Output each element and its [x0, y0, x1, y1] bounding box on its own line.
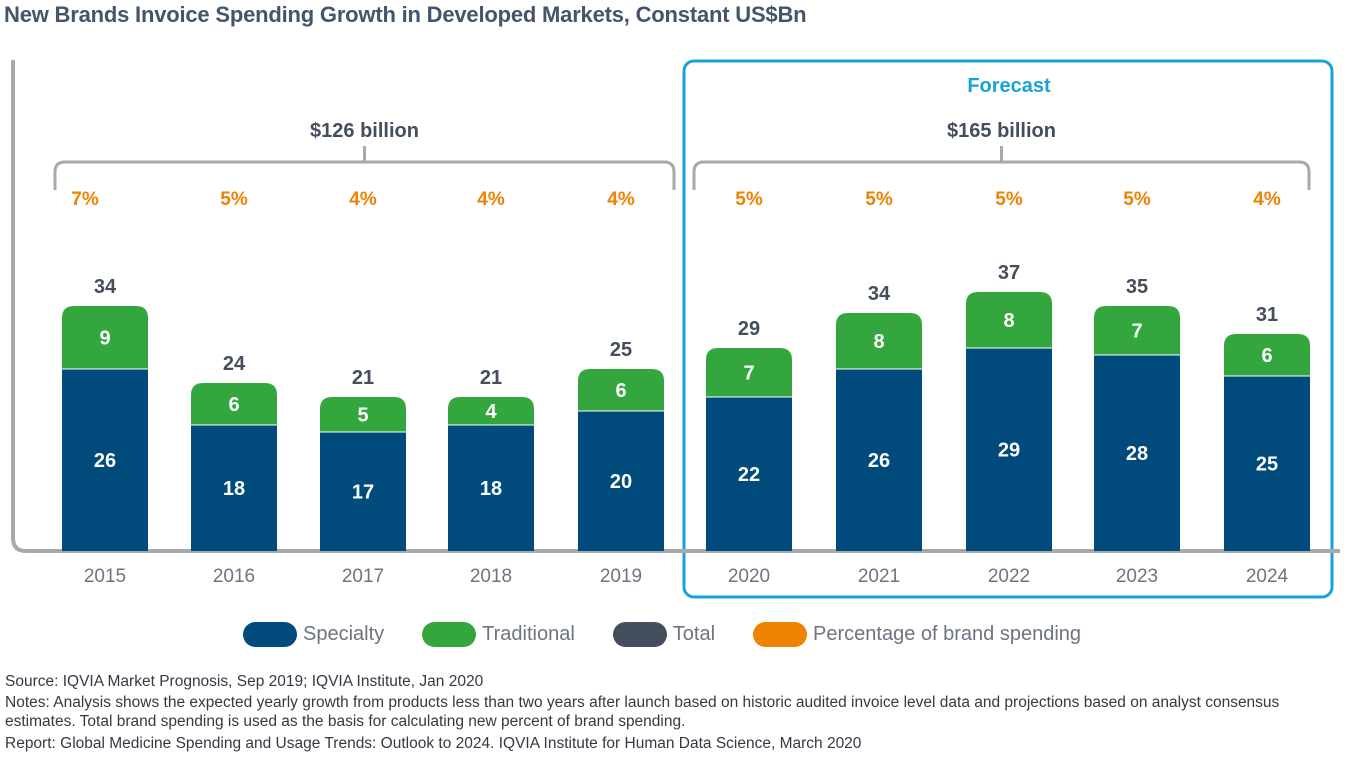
x-tick-2021: 2021 — [858, 566, 900, 587]
label-specialty-2024: 25 — [1256, 454, 1278, 476]
bracket-1 — [692, 146, 1311, 190]
bar-traditional-2018 — [448, 397, 534, 425]
bar-traditional-2021 — [836, 313, 922, 369]
label-growth-2017: 4% — [349, 189, 377, 210]
label-specialty-2015: 26 — [94, 450, 116, 472]
bar-traditional-2019 — [578, 369, 664, 411]
legend-label-traditional: Traditional — [482, 622, 575, 645]
x-tick-2023: 2023 — [1116, 566, 1158, 587]
label-specialty-2018: 18 — [480, 478, 502, 500]
x-tick-2017: 2017 — [342, 566, 384, 587]
bracket-0 — [53, 146, 676, 190]
legend: Specialty Traditional Total Percentage o… — [243, 620, 1119, 648]
legend-label-specialty: Specialty — [303, 622, 385, 645]
bar-specialty-2018 — [448, 425, 534, 551]
bar-specialty-2023 — [1094, 355, 1180, 551]
label-traditional-2017: 5 — [357, 405, 368, 427]
label-growth-2015: 7% — [71, 189, 99, 210]
legend-swatch-traditional — [422, 621, 477, 647]
forecast-label: Forecast — [967, 75, 1051, 97]
bar-specialty-2020 — [706, 397, 792, 551]
source-note: Source: IQVIA Market Prognosis, Sep 2019… — [5, 673, 484, 690]
report-note: Report: Global Medicine Spending and Usa… — [5, 735, 862, 752]
legend-swatch-percentage — [753, 621, 808, 647]
label-growth-2023: 5% — [1123, 189, 1151, 210]
legend-item-specialty: Specialty — [243, 621, 385, 647]
label-total-2018: 21 — [480, 367, 502, 389]
footer: Source: IQVIA Market Prognosis, Sep 2019… — [5, 672, 1350, 755]
bar-traditional-2022 — [966, 292, 1052, 348]
label-total-2024: 31 — [1256, 304, 1278, 326]
x-tick-2020: 2020 — [728, 566, 770, 587]
bracket-label-0: $126 billion — [310, 120, 419, 142]
label-traditional-2016: 6 — [228, 394, 239, 416]
axis-line — [11, 60, 1340, 553]
x-tick-2024: 2024 — [1246, 566, 1289, 587]
label-total-2021: 34 — [868, 283, 891, 305]
label-growth-2024: 4% — [1253, 189, 1281, 210]
label-specialty-2021: 26 — [868, 450, 890, 472]
bar-specialty-2019 — [578, 411, 664, 551]
label-specialty-2017: 17 — [352, 482, 374, 504]
bar-traditional-2024 — [1224, 334, 1310, 376]
legend-item-total: Total — [612, 621, 716, 647]
bar-traditional-2017 — [320, 397, 406, 432]
label-specialty-2016: 18 — [223, 478, 245, 500]
label-traditional-2023: 7 — [1131, 321, 1142, 343]
bracket-label-1: $165 billion — [947, 120, 1056, 142]
label-traditional-2015: 9 — [99, 328, 110, 350]
legend-label-percentage: Percentage of brand spending — [813, 622, 1082, 645]
bar-specialty-2024 — [1224, 376, 1310, 551]
label-specialty-2023: 28 — [1126, 443, 1148, 465]
bar-traditional-2016 — [191, 383, 277, 425]
label-growth-2016: 5% — [220, 189, 248, 210]
label-total-2020: 29 — [738, 318, 760, 340]
label-traditional-2020: 7 — [743, 363, 754, 385]
x-tick-2016: 2016 — [213, 566, 255, 587]
label-total-2022: 37 — [998, 262, 1020, 284]
label-traditional-2018: 4 — [485, 401, 497, 423]
label-specialty-2019: 20 — [610, 471, 632, 493]
label-traditional-2022: 8 — [1003, 310, 1014, 332]
label-traditional-2021: 8 — [873, 331, 884, 353]
bar-traditional-2015 — [62, 306, 148, 369]
bar-specialty-2017 — [320, 432, 406, 551]
label-total-2017: 21 — [352, 367, 374, 389]
label-specialty-2022: 29 — [998, 440, 1020, 462]
label-traditional-2019: 6 — [615, 380, 626, 402]
legend-swatch-specialty — [243, 621, 297, 647]
x-tick-2019: 2019 — [600, 566, 642, 587]
bar-traditional-2020 — [706, 348, 792, 397]
label-growth-2021: 5% — [865, 189, 893, 210]
bar-specialty-2022 — [966, 348, 1052, 551]
stacked-bar-chart: Forecast $126 billion $165 billion 26 9 34 7% 2… — [11, 59, 1340, 599]
notes: Notes: Analysis shows the expected yearl… — [5, 694, 1280, 730]
legend-swatch-total — [612, 621, 667, 647]
legend-item-traditional: Traditional — [422, 621, 575, 647]
bar-specialty-2015 — [62, 369, 148, 551]
legend-item-percentage: Percentage of brand spending — [753, 621, 1082, 647]
chart-title: New Brands Invoice Spending Growth in De… — [4, 2, 807, 27]
bar-specialty-2016 — [191, 425, 277, 551]
label-total-2015: 34 — [94, 276, 117, 298]
bar-specialty-2021 — [836, 369, 922, 551]
x-tick-2018: 2018 — [470, 566, 512, 587]
label-total-2023: 35 — [1126, 276, 1148, 298]
label-total-2019: 25 — [610, 339, 632, 361]
label-growth-2020: 5% — [735, 189, 763, 210]
label-total-2016: 24 — [223, 353, 246, 375]
forecast-box — [682, 59, 1334, 599]
x-tick-2015: 2015 — [84, 566, 126, 587]
label-growth-2019: 4% — [607, 189, 635, 210]
label-specialty-2020: 22 — [738, 464, 760, 486]
label-growth-2022: 5% — [995, 189, 1023, 210]
legend-label-total: Total — [672, 622, 716, 645]
label-traditional-2024: 6 — [1261, 345, 1272, 367]
bar-traditional-2023 — [1094, 306, 1180, 355]
x-tick-2022: 2022 — [988, 566, 1030, 587]
label-growth-2018: 4% — [477, 189, 505, 210]
